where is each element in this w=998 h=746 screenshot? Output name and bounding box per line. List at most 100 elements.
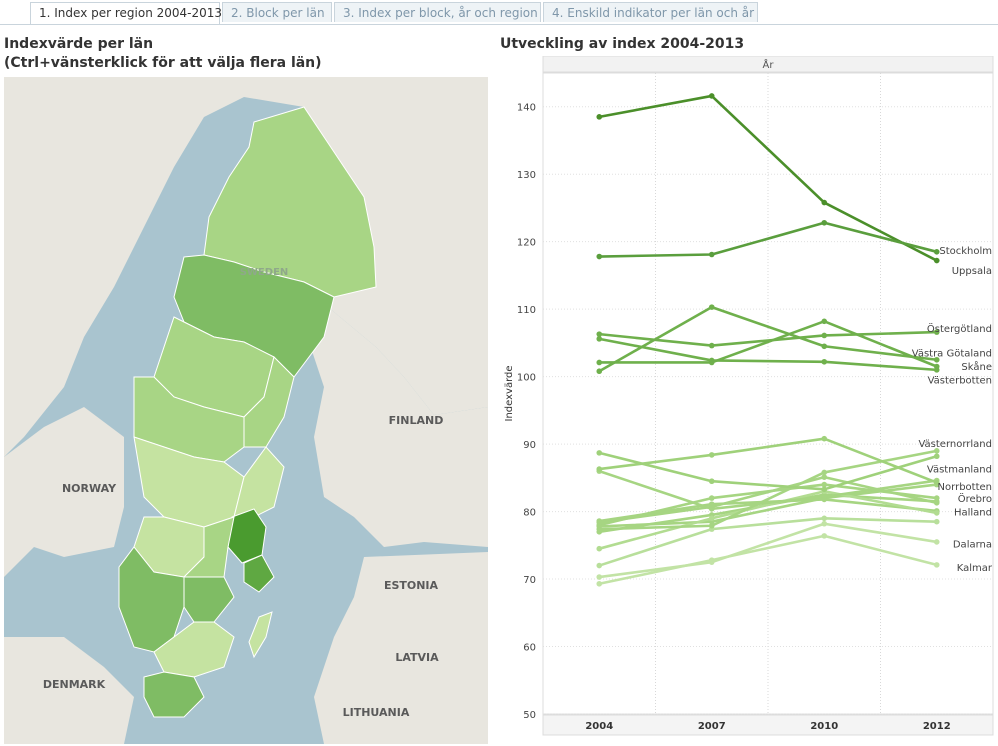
map-label-lithuania: LITHUANIA — [343, 706, 410, 719]
series-line-unlabeled-point — [933, 518, 940, 525]
y-tick-label: 110 — [517, 305, 536, 316]
county-gotland[interactable] — [248, 611, 273, 659]
series-line-västernorrland-point — [933, 479, 940, 486]
series-label: Uppsala — [952, 266, 992, 277]
series-line-västra-götaland-point — [821, 332, 828, 339]
x-axis-strip — [542, 714, 994, 736]
tab-enskild-indikator[interactable]: 4. Enskild indikator per län och år — [543, 2, 758, 22]
series-line-unlabeled-point — [933, 539, 940, 545]
series-line-kalmar-point — [708, 557, 715, 563]
series-line-unlabeled-point — [596, 562, 603, 569]
series-line-östergötland-point — [821, 343, 828, 350]
series-line-västmanland — [597, 451, 939, 491]
series-line-norrbotten-point — [821, 469, 828, 476]
map-label-latvia: LATVIA — [395, 651, 439, 664]
county-skane[interactable] — [143, 671, 205, 718]
series-line-skåne-point — [708, 359, 715, 366]
series-line-unlabeled — [597, 522, 939, 579]
series-line-västmanland-point — [821, 486, 828, 493]
map-land-north — [4, 77, 488, 457]
series-line-kalmar-point — [933, 562, 940, 568]
chart-grid — [542, 72, 994, 715]
series-line-skåne-point — [933, 363, 940, 370]
chart-header-bar — [542, 55, 994, 73]
series-line-dalarna-point — [708, 515, 715, 522]
y-tick-label: 120 — [517, 238, 536, 249]
series-line-uppsala-point — [596, 114, 603, 120]
series-line-dalarna-point — [933, 510, 940, 516]
series-label: Skåne — [961, 360, 992, 373]
series-label: Västmanland — [927, 464, 992, 475]
series-line-dalarna — [597, 490, 939, 550]
y-tick-label: 60 — [523, 643, 536, 654]
series-line-västra-götaland-point — [933, 329, 940, 335]
series-line-unlabeled-point — [821, 481, 828, 488]
map-land-denmark — [4, 637, 134, 744]
series-line-norrbotten-point — [708, 522, 715, 529]
series-line-västmanland-point — [933, 453, 940, 460]
map-land-baltics — [314, 552, 488, 744]
series-line-västernorrland-point — [821, 435, 828, 442]
series-line-stockholm — [597, 221, 939, 258]
series-label: Västernorrland — [918, 439, 992, 450]
series-line-västernorrland — [597, 437, 939, 484]
series-line-unlabeled — [597, 483, 939, 528]
series-label: Västerbotten — [928, 375, 992, 386]
series-line-unlabeled-point — [821, 520, 828, 527]
county-vasternorrland[interactable] — [243, 356, 295, 448]
series-line-skåne-point — [821, 318, 828, 325]
series-line-uppsala-point — [708, 93, 715, 99]
map-svg[interactable]: SWEDEN FINLAND NORWAY ESTONIA LATVIA DEN… — [4, 77, 488, 744]
map-panel[interactable]: SWEDEN FINLAND NORWAY ESTONIA LATVIA DEN… — [4, 77, 488, 744]
series-line-stockholm-point — [708, 251, 715, 258]
series-label: Stockholm — [939, 246, 992, 257]
series-line-västra-götaland-point — [708, 342, 715, 349]
line-chart-svg[interactable]: År 50 60 70 80 90 100 110 120 130 140 Indexvärde 200… — [500, 55, 996, 742]
series-line-västmanland-point — [596, 450, 603, 456]
county-stockholm[interactable] — [243, 554, 275, 593]
map-label-estonia: ESTONIA — [384, 579, 439, 592]
x-tick-label: 2004 — [585, 721, 613, 732]
series-line-västernorrland-point — [596, 466, 603, 472]
county-vastra-gotaland[interactable] — [118, 546, 185, 653]
line-chart[interactable]: År 50 60 70 80 90 100 110 120 130 140 Indexvärde 200… — [500, 55, 996, 742]
y-tick-label: 100 — [517, 373, 536, 384]
chart-series-labels: Stockholm Uppsala Östergötland Västra Götal… — [912, 246, 993, 574]
y-tick-label: 90 — [523, 440, 536, 451]
series-line-västerbotten-point — [596, 336, 603, 342]
y-tick-label: 70 — [523, 575, 536, 586]
series-line-västerbotten — [597, 337, 939, 372]
series-line-unlabeled-point — [708, 495, 715, 501]
chart-header-label: År — [763, 58, 775, 71]
series-line-örebro-point — [821, 493, 828, 500]
series-line-skåne — [597, 320, 939, 368]
series-label: Halland — [954, 508, 992, 519]
series-line-norrbotten-point — [596, 526, 603, 532]
series-line-östergötland-point — [708, 304, 715, 310]
tab-block-per-lan[interactable]: 2. Block per län — [222, 2, 332, 22]
series-line-unlabeled — [597, 517, 939, 567]
series-line-kalmar-point — [596, 580, 603, 587]
map-land-norway-south — [4, 407, 124, 577]
series-line-örebro-point — [708, 506, 715, 512]
county-ostergotland[interactable] — [183, 576, 235, 623]
x-tick-label: 2012 — [923, 721, 951, 732]
series-line-uppsala — [597, 94, 939, 262]
series-line-stockholm-point — [821, 219, 828, 226]
series-line-dalarna-point — [596, 545, 603, 552]
series-line-uppsala-point — [933, 257, 940, 264]
series-label: Dalarna — [953, 539, 992, 550]
series-line-unlabeled-point — [596, 574, 603, 580]
series-line-stockholm-point — [596, 253, 603, 260]
tab-index-per-block[interactable]: 3. Index per block, år och region — [334, 2, 541, 22]
series-line-halland-point — [821, 474, 828, 480]
chart-title: Utveckling av index 2004-2013 — [500, 36, 745, 52]
map-land-finland — [304, 282, 488, 547]
series-label: Norrbotten — [938, 482, 992, 493]
series-line-uppsala-point — [821, 199, 828, 206]
map-label-norway: NORWAY — [62, 482, 117, 495]
tab-index-per-region[interactable]: 1. Index per region 2004-2013 — [30, 2, 222, 24]
series-label: Kalmar — [957, 563, 993, 574]
x-tick-label: 2010 — [810, 721, 838, 732]
series-label: Örebro — [958, 492, 992, 505]
